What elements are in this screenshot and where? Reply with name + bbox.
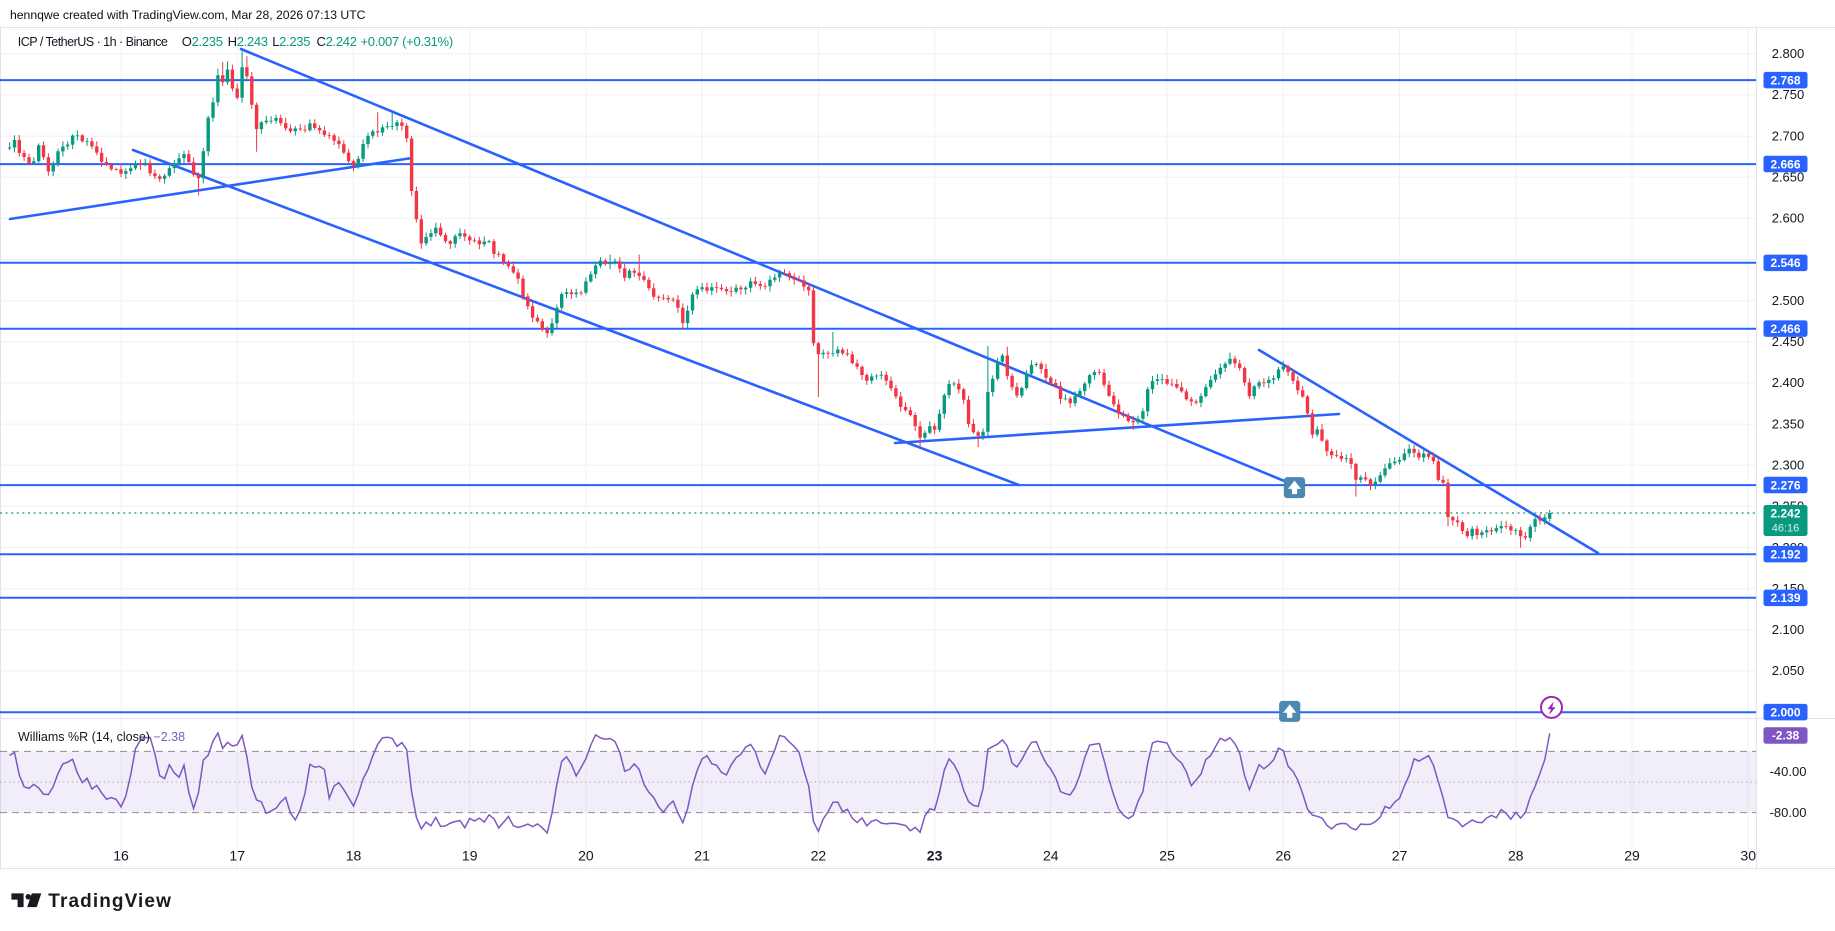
svg-text:ICP / TetherUS · 1h · Binance: ICP / TetherUS · 1h · Binance [18,35,168,49]
svg-text:16: 16 [113,848,129,864]
svg-text:+0.007 (+0.31%): +0.007 (+0.31%) [361,34,453,49]
svg-text:27: 27 [1392,848,1408,864]
svg-text:2.666: 2.666 [1770,157,1800,171]
svg-text:-2.38: -2.38 [1772,729,1800,743]
svg-text:2.800: 2.800 [1772,46,1805,61]
svg-text:23: 23 [927,848,943,864]
svg-text:2.450: 2.450 [1772,334,1805,349]
svg-text:TradingView: TradingView [48,891,172,912]
svg-text:2.000: 2.000 [1770,705,1800,719]
svg-text:20: 20 [578,848,594,864]
svg-text:hennqwe created with TradingVi: hennqwe created with TradingView.com, Ma… [10,8,366,22]
svg-text:-80.00: -80.00 [1770,805,1807,820]
svg-text:2.500: 2.500 [1772,293,1805,308]
svg-text:46:16: 46:16 [1772,522,1800,534]
svg-text:2.050: 2.050 [1772,663,1805,678]
svg-text:2.100: 2.100 [1772,622,1805,637]
svg-text:H2.243: H2.243 [228,34,268,49]
svg-text:26: 26 [1276,848,1292,864]
svg-text:2.192: 2.192 [1770,547,1800,561]
svg-text:19: 19 [462,848,478,864]
svg-text:21: 21 [694,848,710,864]
svg-text:30: 30 [1740,848,1756,864]
svg-text:2.400: 2.400 [1772,375,1805,390]
svg-text:2.546: 2.546 [1770,256,1800,270]
svg-text:2.139: 2.139 [1770,591,1800,605]
svg-text:28: 28 [1508,848,1524,864]
svg-text:O2.235: O2.235 [182,34,223,49]
svg-text:18: 18 [346,848,362,864]
svg-text:2.276: 2.276 [1770,478,1800,492]
svg-text:C2.242: C2.242 [317,34,357,49]
svg-text:2.600: 2.600 [1772,211,1805,226]
svg-text:2.700: 2.700 [1772,128,1805,143]
svg-text:22: 22 [811,848,827,864]
svg-text:2.350: 2.350 [1772,416,1805,431]
svg-text:2.650: 2.650 [1772,169,1805,184]
svg-text:L2.235: L2.235 [272,34,310,49]
svg-text:17: 17 [229,848,245,864]
svg-text:Williams %R (14, close) −2.38: Williams %R (14, close) −2.38 [18,730,185,744]
svg-text:25: 25 [1159,848,1175,864]
svg-text:2.768: 2.768 [1770,73,1800,87]
svg-text:-40.00: -40.00 [1770,764,1807,779]
svg-text:24: 24 [1043,848,1059,864]
svg-text:29: 29 [1624,848,1640,864]
svg-text:2.300: 2.300 [1772,458,1805,473]
svg-text:2.750: 2.750 [1772,87,1805,102]
svg-text:2.466: 2.466 [1770,322,1800,336]
svg-text:2.242: 2.242 [1770,506,1800,520]
